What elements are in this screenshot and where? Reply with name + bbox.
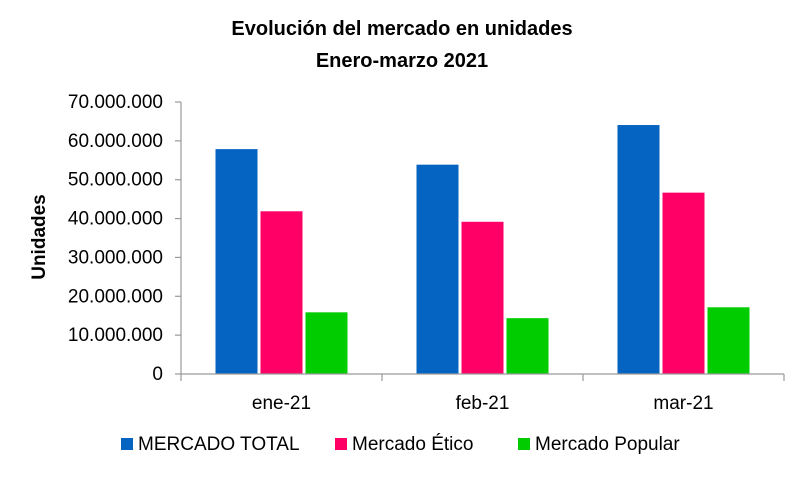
bar-mercado-popular-mar-21: [706, 306, 751, 375]
bar-mercado-popular-ene-21: [304, 311, 349, 375]
y-tick-label: 60.000.000: [68, 131, 163, 152]
x-axis-ticks: ene-21 feb-21 mar-21: [252, 393, 714, 414]
y-tick-label: 10.000.000: [68, 325, 163, 346]
y-tick-label: 20.000.000: [68, 286, 163, 307]
legend-swatch: [121, 438, 133, 450]
bars: [214, 124, 751, 375]
bar-mercado-tico-mar-21: [661, 191, 706, 375]
x-tick-label: ene-21: [252, 393, 311, 414]
legend-swatch: [518, 438, 530, 450]
bar-mercado-total-mar-21: [616, 124, 661, 375]
legend-label: MERCADO TOTAL: [138, 434, 300, 455]
legend: MERCADO TOTAL Mercado Ético Mercado Popula…: [121, 434, 680, 455]
y-tick-label: 70.000.000: [68, 92, 163, 113]
bar-mercado-popular-feb-21: [505, 317, 550, 375]
y-tick-label: 30.000.000: [68, 247, 163, 268]
legend-swatch: [335, 438, 347, 450]
y-axis-ticks: 0 10.000.000 20.000.000 30.000.000 40.000.00…: [68, 92, 181, 385]
y-axis-label: Unidades: [29, 194, 50, 280]
y-tick-label: 0: [152, 364, 163, 385]
bar-mercado-total-feb-21: [415, 163, 460, 375]
axes: [180, 102, 785, 381]
y-tick-label: 50.000.000: [68, 170, 163, 191]
chart-subtitle: Enero-marzo 2021: [316, 50, 488, 72]
bar-mercado-tico-ene-21: [259, 210, 304, 375]
bar-mercado-tico-feb-21: [460, 220, 505, 375]
y-tick-label: 40.000.000: [68, 209, 163, 230]
legend-label: Mercado Ético: [352, 434, 473, 455]
bar-mercado-total-ene-21: [214, 148, 259, 375]
legend-label: Mercado Popular: [535, 434, 680, 455]
chart-title: Evolución del mercado en unidades: [231, 18, 572, 40]
x-tick-label: feb-21: [456, 393, 510, 414]
x-tick-label: mar-21: [653, 393, 713, 414]
